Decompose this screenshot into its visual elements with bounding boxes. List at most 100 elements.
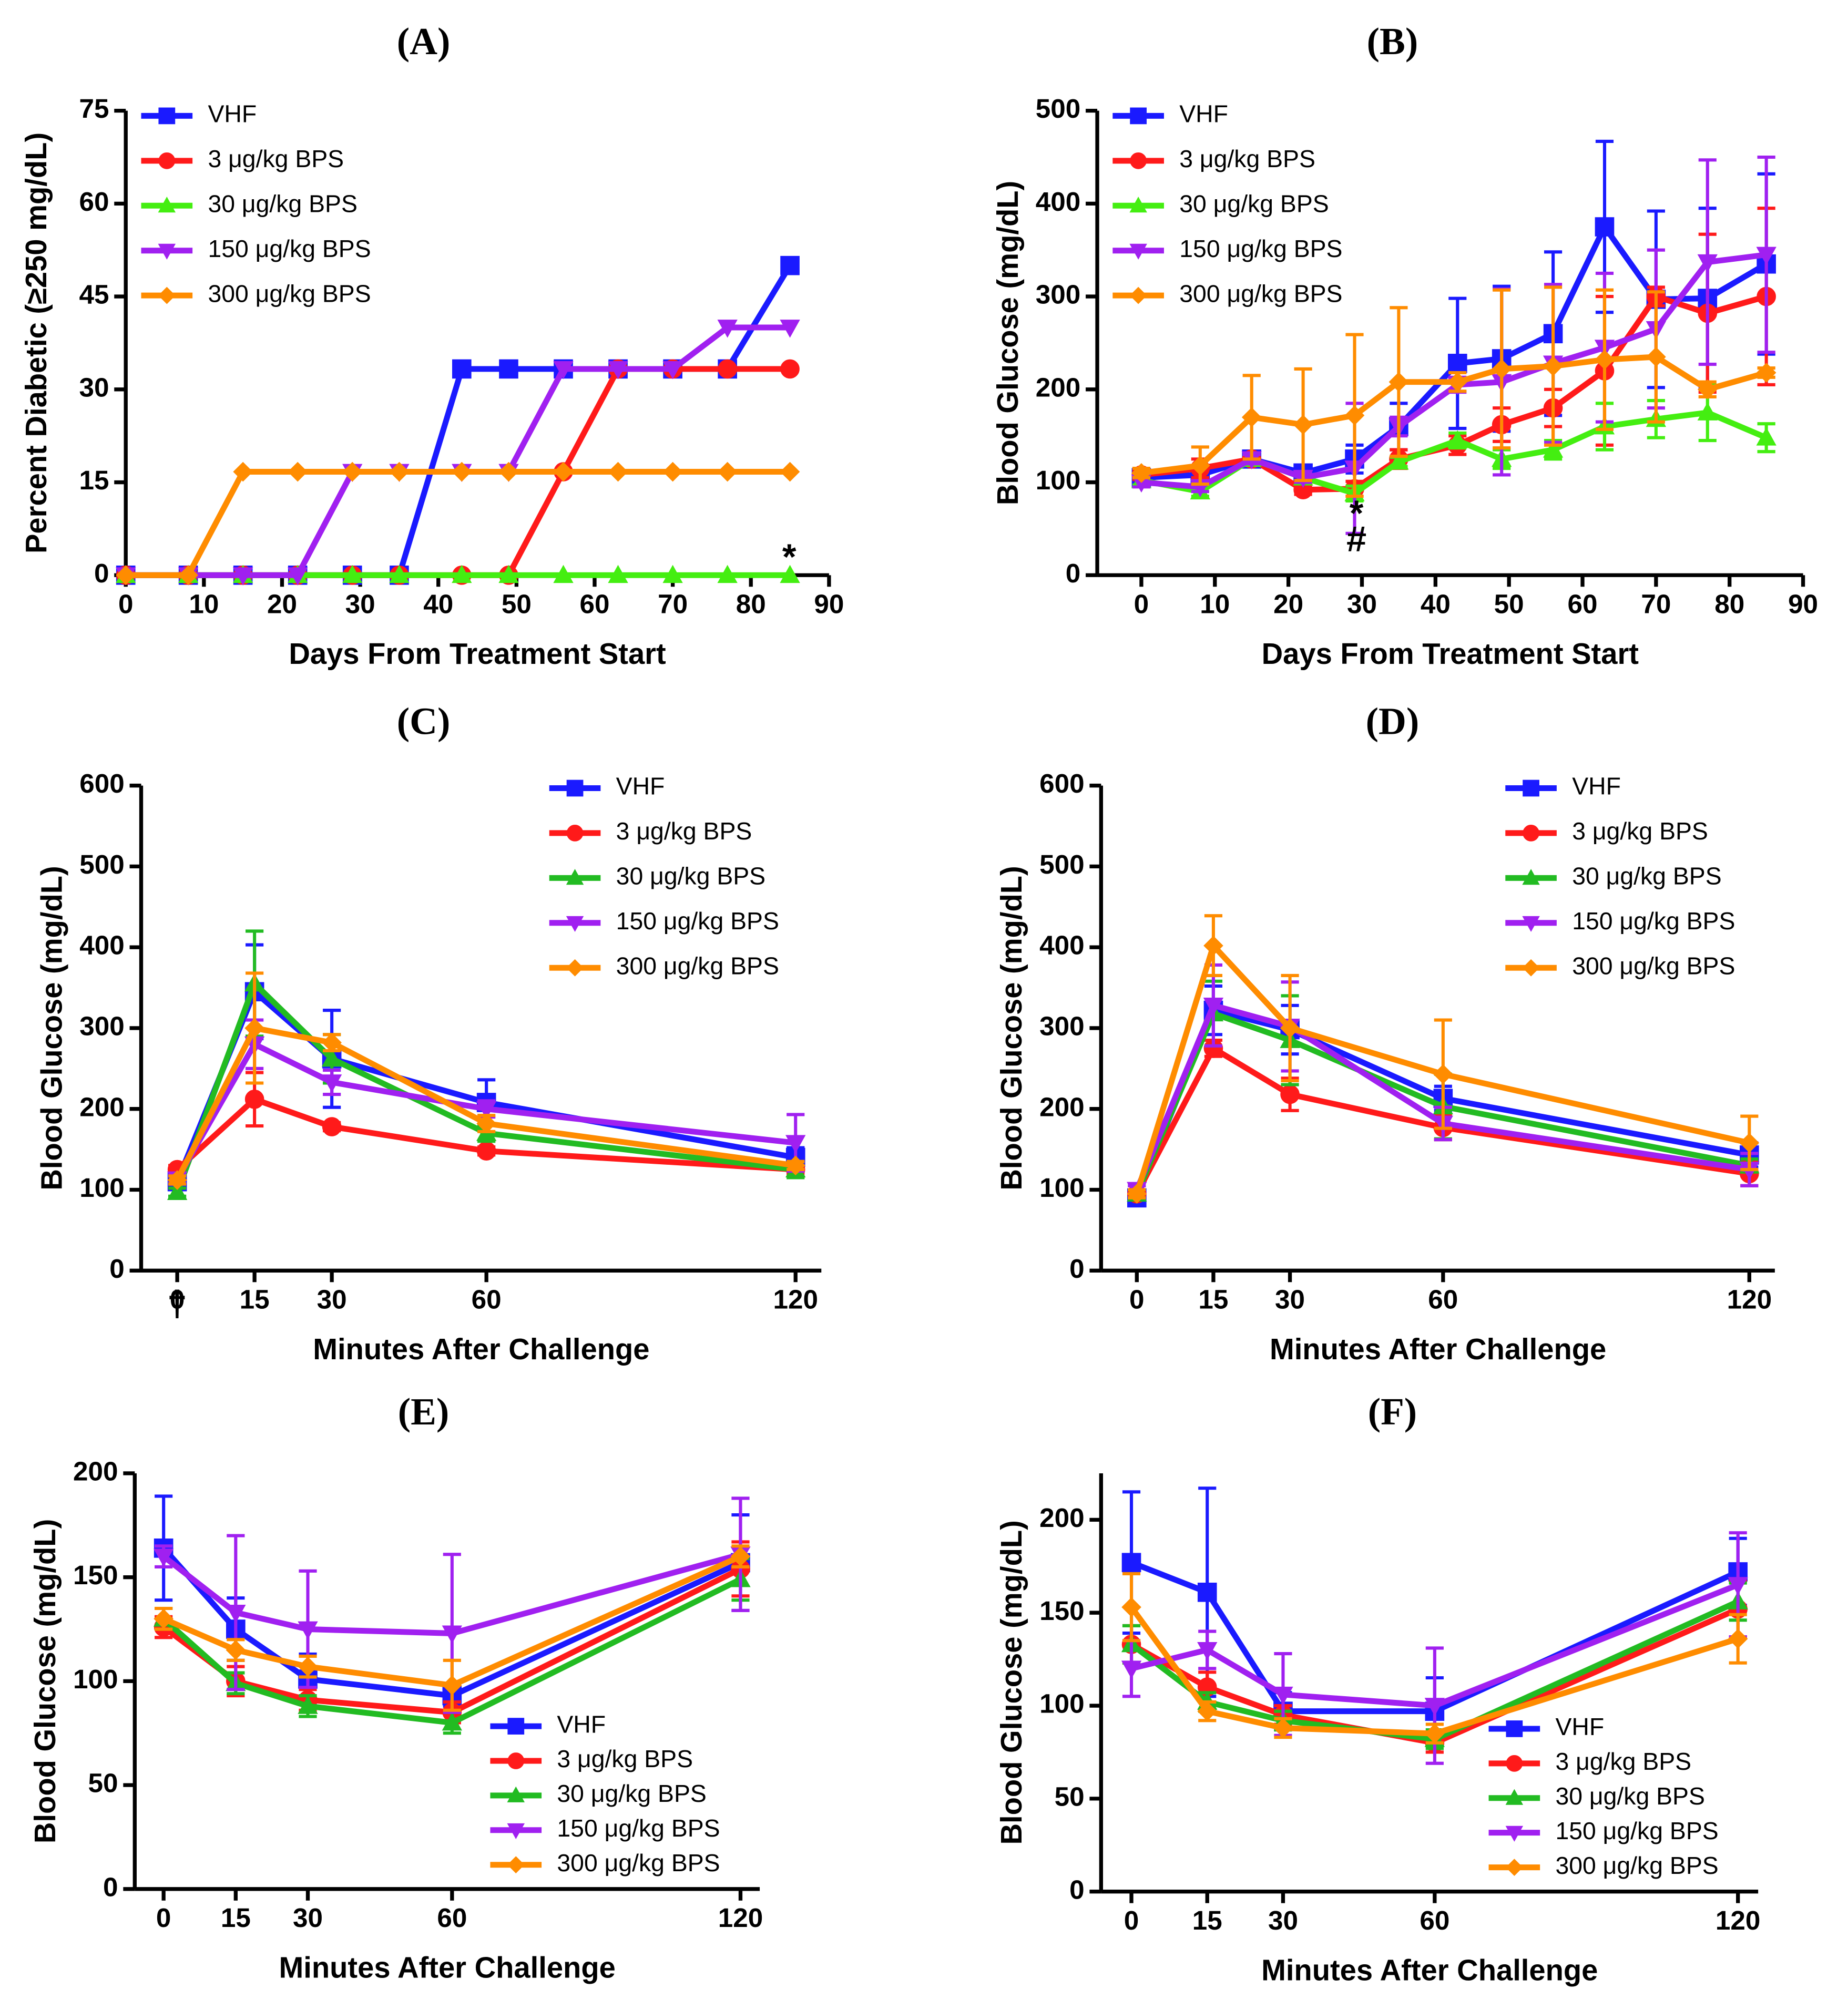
x-tick-label: 70: [658, 589, 688, 619]
marker: [322, 1032, 342, 1053]
x-tick-label: 20: [1273, 589, 1303, 619]
legend-label: 300 μg/kg BPS: [1555, 1852, 1718, 1879]
y-axis-label: Blood Glucose (mg/dL): [991, 181, 1024, 505]
marker: [662, 565, 683, 583]
x-tick-label: 50: [502, 589, 532, 619]
marker: [780, 255, 800, 275]
marker: [1241, 407, 1262, 427]
marker: [232, 567, 253, 586]
annotation: *: [782, 537, 797, 577]
marker: [1595, 217, 1615, 237]
x-tick-label: 30: [317, 1284, 347, 1314]
x-tick-label: 80: [736, 589, 766, 619]
y-tick-label: 0: [1066, 558, 1081, 588]
legend-label: VHF: [1179, 100, 1228, 128]
legend-label: 3 μg/kg BPS: [1572, 817, 1708, 845]
marker: [608, 361, 628, 380]
y-tick-label: 100: [73, 1664, 118, 1694]
y-axis-label: Blood Glucose (mg/dL): [35, 866, 68, 1190]
legend-marker: [1505, 1789, 1524, 1805]
x-tick-label: 0: [156, 1903, 171, 1933]
legend-label: 30 μg/kg BPS: [1572, 863, 1721, 890]
y-tick-label: 75: [79, 94, 109, 124]
marker: [1190, 455, 1210, 476]
legend-marker: [1129, 286, 1147, 304]
x-tick-label: 120: [718, 1903, 763, 1933]
marker: [116, 565, 136, 586]
legend-label: VHF: [1572, 773, 1621, 800]
legend-label: VHF: [208, 100, 257, 128]
marker: [1121, 1660, 1142, 1679]
marker: [288, 462, 308, 482]
marker: [342, 565, 363, 583]
marker: [1388, 372, 1409, 392]
marker: [1293, 415, 1313, 435]
marker: [717, 565, 738, 583]
legend-label: 3 μg/kg BPS: [1179, 145, 1315, 172]
y-tick-label: 200: [1039, 1503, 1085, 1533]
legend-label: 3 μg/kg BPS: [557, 1745, 693, 1772]
y-tick-label: 50: [88, 1768, 118, 1798]
y-tick-label: 100: [1036, 465, 1081, 495]
legend-marker: [566, 869, 584, 885]
legend-marker: [158, 286, 176, 304]
marker: [298, 1696, 318, 1714]
x-tick-label: 90: [814, 589, 844, 619]
marker: [1492, 359, 1512, 379]
legend-label: VHF: [557, 1710, 606, 1738]
x-tick-label: 40: [423, 589, 453, 619]
marker: [1697, 402, 1718, 421]
legend-marker: [1522, 869, 1540, 885]
x-tick-label: 10: [189, 589, 219, 619]
marker: [1197, 1582, 1217, 1602]
marker: [1121, 1597, 1141, 1617]
marker: [1756, 247, 1776, 265]
series-line: [126, 469, 790, 578]
x-axis-label: Minutes After Challenge: [313, 1332, 649, 1366]
marker: [499, 359, 518, 379]
legend-label: 150 μg/kg BPS: [208, 235, 371, 262]
x-tick-label: 0: [1129, 1284, 1145, 1314]
legend-label: 3 μg/kg BPS: [1555, 1748, 1691, 1775]
marker: [1203, 997, 1224, 1016]
y-tick-label: 200: [73, 1457, 118, 1486]
legend-label: 150 μg/kg BPS: [1555, 1817, 1718, 1844]
legend-marker: [1130, 152, 1147, 169]
x-tick-label: 80: [1714, 589, 1744, 619]
y-tick-label: 150: [1039, 1596, 1085, 1626]
y-tick-label: 600: [79, 768, 125, 798]
y-tick-label: 300: [79, 1011, 125, 1041]
y-tick-label: 200: [79, 1092, 125, 1122]
legend-label: 3 μg/kg BPS: [208, 145, 344, 172]
y-axis-label: Blood Glucose (mg/dL): [28, 1519, 62, 1843]
panel-title: (C): [397, 700, 451, 743]
marker: [780, 462, 800, 482]
marker: [1646, 347, 1666, 367]
marker: [1447, 430, 1468, 448]
marker: [321, 1048, 342, 1067]
legend-label: VHF: [616, 773, 665, 800]
marker: [389, 565, 410, 583]
y-tick-label: 200: [1039, 1092, 1085, 1122]
marker: [1728, 1628, 1748, 1649]
y-tick-label: 100: [1039, 1173, 1085, 1203]
legend-marker: [158, 152, 176, 169]
marker: [730, 1546, 751, 1566]
legend-marker: [566, 916, 584, 932]
x-tick-label: 20: [267, 589, 297, 619]
x-tick-label: 60: [1428, 1284, 1458, 1314]
marker: [1203, 936, 1223, 956]
marker: [608, 462, 628, 482]
marker: [167, 1170, 187, 1190]
marker: [452, 359, 472, 379]
x-axis-label: Days From Treatment Start: [289, 637, 666, 670]
x-tick-label: 0: [118, 589, 134, 619]
marker: [476, 1141, 496, 1161]
x-tick-label: 120: [1727, 1284, 1772, 1314]
annotation: #: [1346, 519, 1366, 559]
marker: [1344, 405, 1365, 426]
legend-marker: [1522, 916, 1540, 932]
annotation: †: [167, 1284, 187, 1324]
x-tick-label: 60: [472, 1284, 502, 1314]
